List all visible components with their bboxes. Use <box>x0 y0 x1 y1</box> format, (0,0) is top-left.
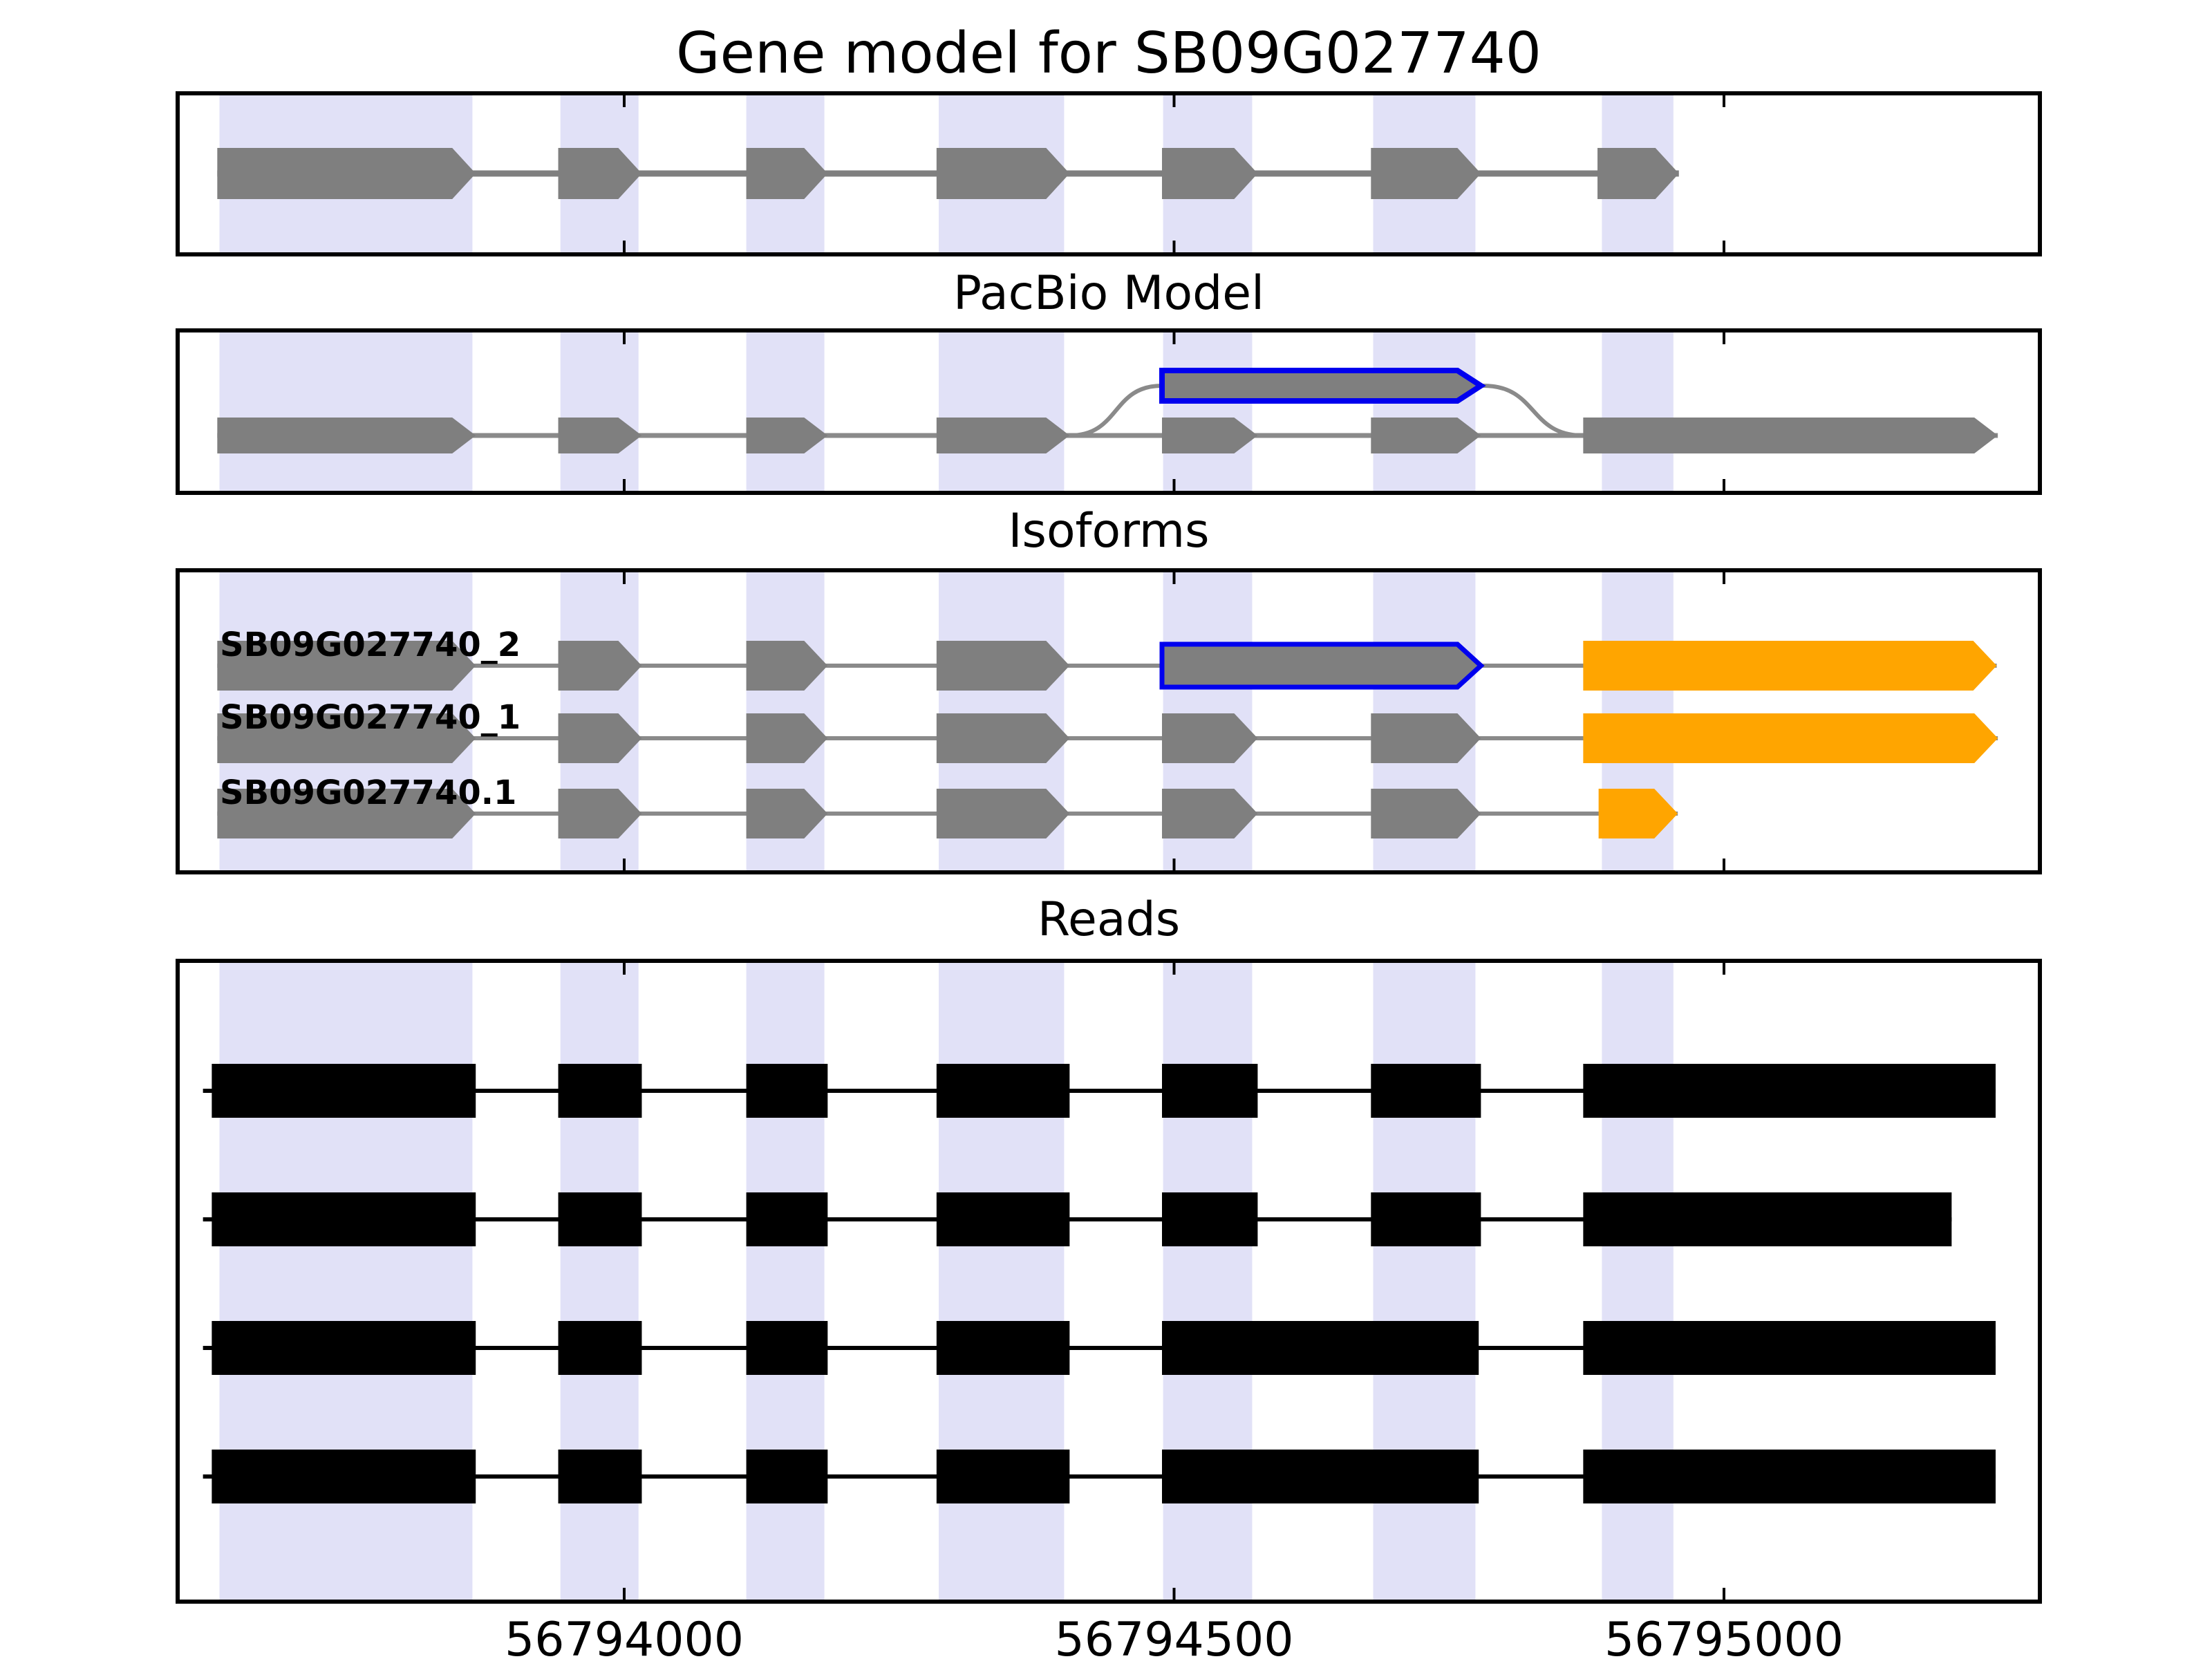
exon-arrow <box>1371 789 1481 838</box>
highlight-band <box>1163 330 1253 493</box>
exon-arrow <box>217 713 476 763</box>
exon-arrow <box>1371 148 1481 199</box>
highlight-band <box>219 330 473 493</box>
highlight-band <box>219 961 473 1602</box>
highlight-band <box>939 961 1065 1602</box>
read-exon <box>1161 1064 1258 1118</box>
exon-arrow <box>936 148 1070 199</box>
highlight-band <box>1163 961 1253 1602</box>
exon-arrow <box>936 641 1070 691</box>
exon-arrow-outlined <box>1159 641 1485 690</box>
read-exon <box>1161 1450 1479 1503</box>
exon-arrow <box>558 789 642 838</box>
exon-arrow <box>558 641 642 691</box>
exon-arrow <box>1161 713 1258 763</box>
read-exon <box>936 1321 1070 1375</box>
highlight-band <box>1602 330 1674 493</box>
read-exon <box>1583 1321 1996 1375</box>
exon-arrow <box>746 789 828 838</box>
read-exon <box>746 1192 828 1246</box>
panel-border <box>176 328 2042 495</box>
read-exon <box>746 1450 828 1503</box>
isoform-label: SB09G027740.1 <box>220 774 516 812</box>
tick-label: 56795000 <box>1604 1613 1844 1659</box>
read-exon <box>558 1450 642 1503</box>
read-exon <box>936 1064 1070 1118</box>
junction-curve <box>1069 384 1163 438</box>
isoform-label: SB09G027740_1 <box>220 698 521 737</box>
highlight-band <box>746 330 825 493</box>
read-exon <box>212 1064 476 1118</box>
exon-arrow <box>746 418 828 453</box>
highlight-band <box>1602 961 1674 1602</box>
panel-title: Isoforms <box>1008 504 1209 559</box>
exon-arrow <box>217 789 476 838</box>
exon-arrow <box>1583 418 1998 453</box>
exon-arrow <box>1161 789 1258 838</box>
highlight-band <box>1373 330 1476 493</box>
read-exon <box>1371 1192 1481 1246</box>
exon-arrow <box>217 641 476 691</box>
read-exon <box>1371 1064 1481 1118</box>
highlight-band <box>560 961 639 1602</box>
exon-arrow <box>746 148 828 199</box>
read-exon <box>558 1064 642 1118</box>
read-exon <box>1161 1192 1258 1246</box>
tick-label: 56794500 <box>1054 1613 1293 1659</box>
read-exon <box>558 1192 642 1246</box>
panel-border <box>176 568 2042 874</box>
panel-title: PacBio Model <box>953 266 1264 321</box>
exon-arrow <box>1597 148 1679 199</box>
exon-arrow <box>1583 641 1997 691</box>
read-exon <box>936 1192 1070 1246</box>
panel-border <box>176 959 2042 1604</box>
exon-arrow <box>217 148 476 199</box>
read-exon <box>1583 1064 1996 1118</box>
exon-arrow <box>936 713 1070 763</box>
exon-arrow <box>746 641 828 691</box>
highlight-band <box>746 961 825 1602</box>
exon-arrow <box>1371 713 1481 763</box>
exon-arrow <box>1598 789 1678 838</box>
exon-arrow-outlined <box>1159 368 1486 404</box>
panel-pacbio-model: PacBio Model <box>176 266 2042 495</box>
tick-label: 56794000 <box>505 1613 744 1659</box>
read-exon <box>212 1321 476 1375</box>
highlight-band <box>939 330 1065 493</box>
exon-arrow <box>558 713 642 763</box>
highlight-band <box>1373 961 1476 1602</box>
exon-arrow <box>217 418 476 453</box>
panel-title: Reads <box>1038 892 1180 947</box>
read-exon <box>1161 1321 1479 1375</box>
exon-arrow <box>1161 418 1258 453</box>
read-exon <box>936 1450 1070 1503</box>
panel-title: Gene model for SB09G027740 <box>676 21 1541 86</box>
exon-arrow <box>746 713 828 763</box>
exon-arrow <box>936 789 1070 838</box>
read-exon <box>746 1064 828 1118</box>
exon-arrow <box>558 418 642 453</box>
read-exon <box>746 1321 828 1375</box>
exon-arrow <box>1583 713 1998 763</box>
read-exon <box>558 1321 642 1375</box>
highlight-band <box>560 330 639 493</box>
read-exon <box>1583 1450 1996 1503</box>
read-exon <box>1583 1192 1952 1246</box>
exon-arrow <box>1161 148 1258 199</box>
isoform-label: SB09G027740_2 <box>220 626 521 664</box>
panel-gene-model: Gene model for SB09G027740 <box>176 21 2042 256</box>
exon-arrow <box>1371 418 1481 453</box>
exon-arrow <box>558 148 642 199</box>
panel-border <box>176 91 2042 256</box>
panel-reads: Reads <box>176 892 2042 1604</box>
read-exon <box>212 1450 476 1503</box>
junction-curve <box>1483 384 1584 438</box>
read-exon <box>212 1192 476 1246</box>
exon-arrow <box>936 418 1070 453</box>
panel-isoforms: SB09G027740_2 SB09G027740_1 SB09G027740.1 I… <box>176 504 2042 874</box>
